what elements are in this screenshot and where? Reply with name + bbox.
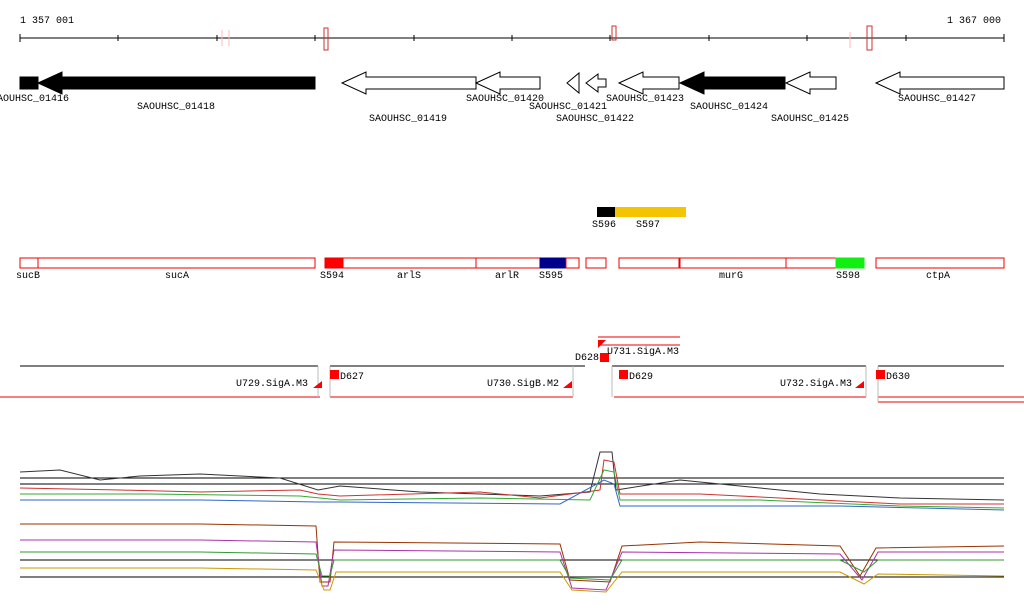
feature-boxes bbox=[19, 257, 1005, 269]
ruler-start: 1 357 001 bbox=[20, 16, 74, 27]
gene-label: SAOUHSC_01425 bbox=[771, 114, 849, 125]
ruler-end: 1 367 000 bbox=[947, 16, 1001, 27]
feature-label: murG bbox=[719, 271, 743, 282]
feature-label: S595 bbox=[539, 271, 563, 282]
gene-label: SAOUHSC_01423 bbox=[606, 94, 684, 105]
transcript-label: U731.SigA.M3 bbox=[607, 346, 679, 358]
gene-label: SAOUHSC_01416 bbox=[0, 94, 69, 105]
transcript-label: D629 bbox=[629, 372, 653, 383]
feature-label: ctpA bbox=[926, 271, 950, 282]
transcript-label: D628 bbox=[575, 353, 599, 364]
gene-label: SAOUHSC_01424 bbox=[690, 102, 768, 113]
feature-label: S594 bbox=[320, 271, 344, 282]
ruler-markers bbox=[221, 25, 873, 51]
transcript-label: U730.SigB.M2 bbox=[487, 378, 559, 390]
feature-label: S598 bbox=[836, 271, 860, 282]
gene-label: SAOUHSC_01422 bbox=[556, 114, 634, 125]
transcript-lines bbox=[0, 336, 1024, 403]
gene-label: SAOUHSC_01418 bbox=[137, 102, 215, 113]
transcript-label: D627 bbox=[340, 372, 364, 383]
gene-arrows bbox=[19, 71, 1005, 95]
ruler bbox=[19, 34, 1005, 42]
gene-label: SAOUHSC_01420 bbox=[466, 94, 544, 105]
feature-label: arlR bbox=[495, 270, 519, 282]
segment-label: S596 bbox=[592, 220, 616, 231]
segment-label: S597 bbox=[636, 220, 660, 231]
gene-label: SAOUHSC_01419 bbox=[369, 114, 447, 125]
feature-label: sucB bbox=[16, 271, 40, 282]
transcript-label: U729.SigA.M3 bbox=[236, 378, 308, 390]
expression-profiles bbox=[19, 451, 1005, 593]
segment bbox=[597, 207, 615, 217]
transcript-flags bbox=[313, 340, 885, 388]
transcript-label: U732.SigA.M3 bbox=[780, 378, 852, 390]
gene-label: SAOUHSC_01421 bbox=[529, 102, 607, 113]
feature-label: arlS bbox=[397, 270, 421, 282]
feature-label: sucA bbox=[165, 271, 189, 282]
gene-label: SAOUHSC_01427 bbox=[898, 94, 976, 105]
segment bbox=[615, 207, 686, 217]
transcript-label: D630 bbox=[886, 372, 910, 383]
